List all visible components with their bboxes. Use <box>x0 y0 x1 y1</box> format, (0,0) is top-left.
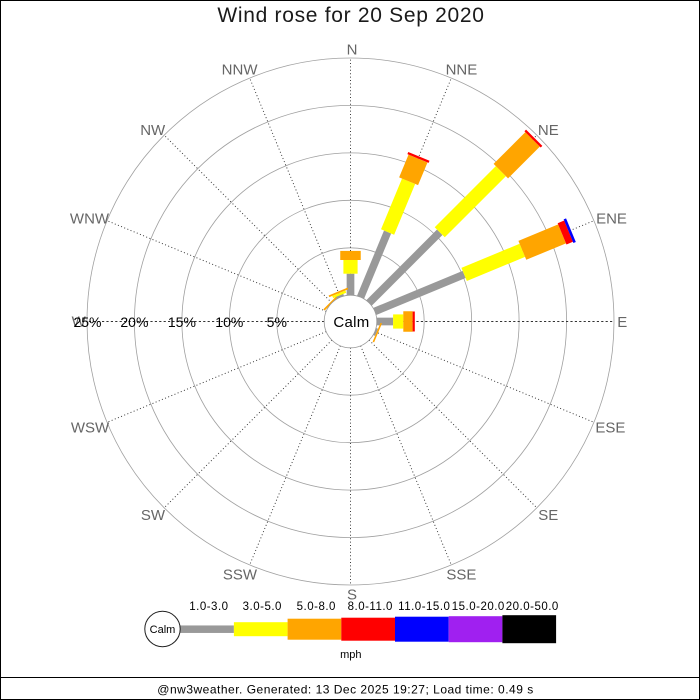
svg-text:NNW: NNW <box>222 62 259 79</box>
svg-text:SE: SE <box>538 507 558 524</box>
svg-text:Calm: Calm <box>333 314 369 331</box>
svg-text:15%: 15% <box>168 314 196 330</box>
svg-text:E: E <box>617 314 627 331</box>
svg-text:11.0-15.0: 11.0-15.0 <box>398 601 450 613</box>
svg-text:3.0-5.0: 3.0-5.0 <box>243 601 282 613</box>
svg-text:ENE: ENE <box>596 211 627 228</box>
svg-text:1.0-3.0: 1.0-3.0 <box>189 601 228 613</box>
svg-text:25%: 25% <box>73 314 101 330</box>
svg-text:Calm: Calm <box>150 624 176 636</box>
svg-text:Wind rose for 20 Sep 2020: Wind rose for 20 Sep 2020 <box>217 4 484 27</box>
svg-text:WSW: WSW <box>71 419 110 436</box>
svg-text:20.0-50.0: 20.0-50.0 <box>506 601 559 613</box>
svg-text:mph: mph <box>340 649 361 661</box>
svg-text:15.0-20.0: 15.0-20.0 <box>452 601 505 613</box>
svg-text:8.0-11.0: 8.0-11.0 <box>348 601 393 613</box>
svg-text:10%: 10% <box>215 314 243 330</box>
svg-text:ESE: ESE <box>595 419 625 436</box>
svg-text:WNW: WNW <box>70 211 110 228</box>
svg-text:5%: 5% <box>267 314 287 330</box>
svg-text:N: N <box>347 41 358 58</box>
svg-text:NE: NE <box>538 122 559 139</box>
svg-text:SSW: SSW <box>223 566 258 583</box>
svg-text:S: S <box>347 586 357 603</box>
svg-text:SSE: SSE <box>446 566 476 583</box>
svg-text:5.0-8.0: 5.0-8.0 <box>297 601 336 613</box>
svg-text:W: W <box>72 313 87 330</box>
svg-text:NW: NW <box>140 122 166 139</box>
svg-text:SW: SW <box>141 507 166 524</box>
svg-text:20%: 20% <box>120 314 148 330</box>
svg-text:@nw3weather. Generated: 13 Dec: @nw3weather. Generated: 13 Dec 2025 19:2… <box>157 683 533 697</box>
svg-text:NNE: NNE <box>446 62 478 79</box>
